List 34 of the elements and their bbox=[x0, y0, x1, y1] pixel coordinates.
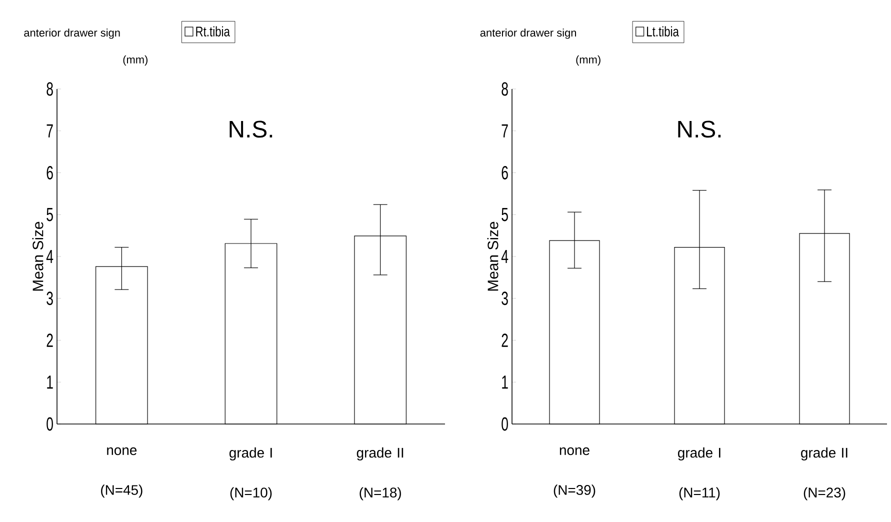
annotation: N.S. bbox=[230, 120, 272, 138]
legend-label: Lt.tibia bbox=[647, 26, 679, 36]
y-tick-label: 8 bbox=[502, 82, 508, 96]
category-label: grade II (N=23) bbox=[801, 447, 848, 500]
y-axis-title: Mean Size bbox=[32, 222, 44, 291]
y-tick-label: 5 bbox=[46, 208, 53, 222]
y-tick-label: 3 bbox=[46, 292, 53, 306]
y-tick-label: 8 bbox=[46, 82, 53, 96]
chart-subtitle: (mm) bbox=[576, 55, 600, 66]
chart-title: anterior drawer sign bbox=[480, 28, 576, 39]
y-tick-label: 4 bbox=[501, 250, 508, 263]
y-tick-label: 1 bbox=[502, 376, 508, 389]
y-tick-label: 7 bbox=[46, 124, 53, 138]
category-label: grade I (N=11) bbox=[678, 447, 720, 500]
category-label: grade II (N=18) bbox=[356, 447, 404, 500]
y-tick-label: 6 bbox=[502, 166, 508, 180]
category-label: none (N=45) bbox=[101, 447, 142, 498]
y-tick-label: 3 bbox=[502, 292, 508, 306]
chart-title: anterior drawer sign bbox=[24, 28, 120, 39]
annotation: N.S. bbox=[678, 120, 721, 138]
y-tick-label: 2 bbox=[46, 334, 53, 347]
y-tick-label: 1 bbox=[47, 376, 53, 389]
y-tick-label: 0 bbox=[502, 417, 508, 431]
category-label: none (N=39) bbox=[554, 447, 596, 498]
y-tick-label: 4 bbox=[46, 250, 54, 263]
y-tick-label: 0 bbox=[46, 417, 53, 431]
chart-subtitle: (mm) bbox=[123, 55, 148, 66]
y-tick-label: 5 bbox=[502, 208, 508, 222]
y-axis-title: Mean Size bbox=[487, 222, 498, 291]
y-tick-label: 2 bbox=[502, 334, 508, 347]
y-tick-label: 6 bbox=[46, 166, 53, 180]
category-label: grade I (N=10) bbox=[229, 447, 272, 500]
legend-label: Rt.tibia bbox=[196, 26, 230, 36]
y-tick-label: 7 bbox=[502, 124, 508, 138]
